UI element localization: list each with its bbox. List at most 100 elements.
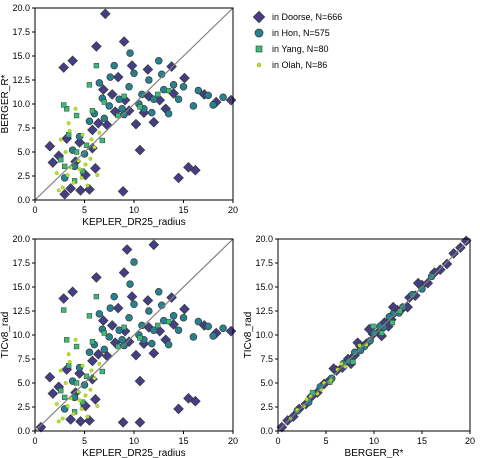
- point-olah: [95, 404, 100, 408]
- point-doorse: [173, 172, 184, 184]
- point-doorse: [455, 242, 466, 253]
- point-hon: [174, 95, 183, 103]
- point-hon: [126, 49, 134, 57]
- y-tick-label: 0.0: [260, 426, 273, 436]
- point-doorse: [225, 325, 237, 337]
- point-yang: [93, 62, 100, 69]
- point-yang: [115, 343, 121, 350]
- point-hon: [204, 91, 213, 100]
- y-tick-label: 5.0: [17, 378, 30, 388]
- point-doorse: [67, 55, 78, 67]
- y-tick-label: 2.5: [260, 402, 273, 412]
- point-hon: [189, 102, 198, 110]
- legend-marker-circle: [254, 28, 264, 38]
- point-olah: [54, 402, 59, 407]
- point-yang: [101, 99, 107, 105]
- point-hon: [418, 285, 426, 293]
- point-doorse: [91, 272, 102, 283]
- point-doorse: [134, 144, 146, 156]
- point-yang: [66, 363, 72, 369]
- point-doorse: [74, 137, 85, 148]
- point-olah: [73, 337, 78, 342]
- point-olah: [88, 156, 93, 161]
- point-olah: [65, 173, 70, 177]
- legend-label-hon: in Hon, N=575: [272, 28, 330, 38]
- point-yang: [370, 323, 376, 330]
- point-hon: [126, 280, 134, 288]
- point-doorse: [112, 71, 124, 83]
- point-olah: [77, 398, 82, 403]
- point-doorse: [434, 264, 446, 276]
- x-tick-label: 15: [178, 436, 188, 446]
- y-tick-label: 17.5: [255, 258, 273, 268]
- point-yang: [166, 87, 172, 94]
- point-hon: [95, 79, 104, 87]
- point-doorse: [130, 118, 142, 130]
- point-hon: [209, 332, 217, 340]
- x-tick-label: 20: [228, 205, 238, 215]
- point-hon: [118, 336, 126, 344]
- point-olah: [343, 364, 348, 369]
- series-olah: [54, 106, 102, 193]
- point-doorse: [90, 394, 101, 405]
- point-olah: [79, 175, 84, 180]
- point-doorse: [118, 36, 130, 47]
- point-yang: [166, 318, 172, 325]
- point-hon: [204, 322, 213, 331]
- point-yang: [89, 108, 96, 114]
- point-doorse: [90, 163, 101, 174]
- point-hon: [85, 348, 94, 357]
- legend-marker-diamond: [252, 10, 266, 24]
- point-doorse: [59, 188, 71, 200]
- point-yang: [62, 394, 68, 401]
- x-tick-label: 10: [369, 436, 379, 446]
- y-tick-label: 17.5: [12, 27, 30, 37]
- point-hon: [179, 82, 188, 91]
- x-tick-label: 10: [129, 436, 139, 446]
- point-hon: [408, 290, 417, 299]
- point-yang: [64, 337, 70, 343]
- point-hon: [105, 333, 113, 341]
- point-yang: [101, 330, 107, 336]
- point-olah: [76, 158, 81, 163]
- y-axis-label: TICv8_rad: [243, 312, 254, 359]
- point-doorse: [148, 239, 160, 251]
- point-doorse: [99, 8, 111, 20]
- point-hon: [150, 326, 158, 334]
- point-olah: [85, 183, 90, 188]
- point-doorse: [148, 347, 160, 359]
- point-doorse: [93, 117, 104, 129]
- point-olah: [89, 137, 94, 142]
- point-olah: [58, 137, 63, 142]
- x-tick-label: 5: [323, 436, 328, 446]
- point-yang: [309, 389, 316, 396]
- point-yang: [83, 373, 90, 379]
- point-doorse: [387, 301, 399, 313]
- y-tick-label: 2.5: [17, 402, 30, 412]
- y-tick-label: 12.5: [255, 306, 273, 316]
- point-hon: [100, 345, 109, 354]
- y-axis-label: TICv8_rad: [0, 312, 11, 359]
- point-doorse: [422, 277, 434, 289]
- point-doorse: [91, 41, 102, 52]
- point-yang: [121, 93, 127, 99]
- legend-entry-yang: in Yang, N=80: [255, 44, 328, 54]
- x-tick-label: 0: [32, 205, 37, 215]
- point-olah: [83, 393, 88, 398]
- point-olah: [95, 173, 100, 177]
- point-hon: [370, 329, 378, 337]
- point-doorse: [154, 94, 166, 106]
- point-yang: [58, 157, 64, 163]
- point-olah: [304, 397, 309, 402]
- y-tick-label: 5.0: [260, 378, 273, 388]
- y-tick-label: 20.0: [12, 234, 30, 244]
- point-yang: [155, 91, 161, 98]
- point-hon: [169, 312, 178, 320]
- y-tick-label: 10.0: [12, 330, 30, 340]
- y-tick-label: 15.0: [12, 282, 30, 292]
- point-hon: [209, 101, 217, 109]
- y-tick-label: 20.0: [255, 234, 273, 244]
- point-doorse: [74, 368, 85, 379]
- point-doorse: [58, 293, 70, 304]
- point-doorse: [448, 248, 459, 259]
